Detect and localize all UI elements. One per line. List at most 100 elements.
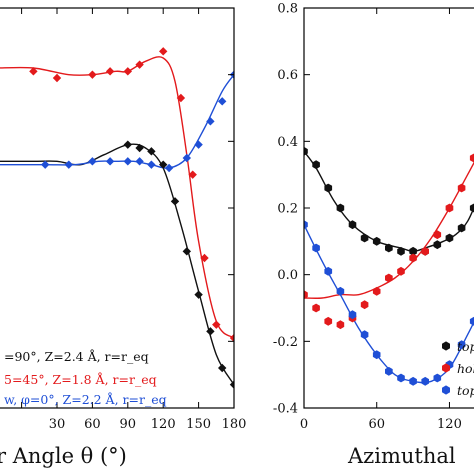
right-data-points xyxy=(304,146,474,386)
right-point-s2-4 xyxy=(348,310,357,320)
right-point-s2-13 xyxy=(457,340,466,350)
right-point-s2-2 xyxy=(324,266,333,276)
right-point-s1-2 xyxy=(324,316,333,326)
left-point-s0-3 xyxy=(159,160,168,169)
left-point-s2-10 xyxy=(206,117,215,126)
left-fit-curves xyxy=(0,56,234,386)
left-point-s2-1 xyxy=(64,160,73,169)
right-point-s0-8 xyxy=(397,246,405,256)
right-x-tick-label: 120 xyxy=(437,417,462,432)
legend-marker-0 xyxy=(442,341,450,351)
right-point-s1-11 xyxy=(433,230,442,240)
right-y-tick-label: -0.2 xyxy=(273,335,298,350)
right-point-s0-3 xyxy=(336,203,345,213)
right-point-s0-9 xyxy=(409,246,417,256)
legend-entry-red: 5=45°, Z=1.8 Å, r=r_eq xyxy=(4,372,157,387)
right-y-tick-label: 0.6 xyxy=(277,68,298,83)
left-fit-line-2 xyxy=(0,74,234,169)
left-point-s0-7 xyxy=(206,327,215,336)
right-point-s2-6 xyxy=(372,350,381,360)
left-point-s0-2 xyxy=(147,147,156,156)
right-point-s2-11 xyxy=(433,373,442,383)
right-point-s0-1 xyxy=(312,160,320,170)
right-point-s2-7 xyxy=(385,366,393,376)
right-y-tick-label: 0.2 xyxy=(277,202,298,217)
left-x-tick-label: 30 xyxy=(49,417,66,432)
right-point-s1-0 xyxy=(304,290,308,300)
right-point-s1-14 xyxy=(469,153,474,163)
left-point-s1-0 xyxy=(29,67,38,76)
left-x-tick-label: 90 xyxy=(120,417,137,432)
left-point-s2-9 xyxy=(194,140,203,149)
left-point-s2-8 xyxy=(182,153,191,163)
left-point-s0-4 xyxy=(170,197,180,206)
right-x-tick-label: 0 xyxy=(300,417,308,432)
right-point-s1-1 xyxy=(312,303,320,313)
left-point-s0-1 xyxy=(135,143,144,153)
left-point-s0-8 xyxy=(218,363,227,373)
left-x-axis-label: r Angle θ (°) xyxy=(0,444,127,468)
right-point-s0-11 xyxy=(433,240,442,250)
right-y-tick-label: 0.8 xyxy=(277,2,298,17)
right-y-tick-label: 0.0 xyxy=(277,268,298,283)
left-point-s1-6 xyxy=(159,47,168,56)
left-point-s2-4 xyxy=(123,157,132,166)
right-point-s0-4 xyxy=(348,220,357,230)
right-point-s0-14 xyxy=(469,203,474,213)
right-point-s0-13 xyxy=(457,223,466,233)
left-point-s0-9 xyxy=(229,380,234,389)
right-point-s2-10 xyxy=(421,376,429,386)
left-point-s1-9 xyxy=(200,253,209,263)
right-point-s0-2 xyxy=(324,183,333,193)
left-point-s1-10 xyxy=(212,320,221,329)
right-y-tick-label: 0.4 xyxy=(277,135,298,150)
legend-marker-1 xyxy=(442,363,450,373)
left-x-tick-label: 60 xyxy=(84,417,101,432)
legend-entry-hol-red: hol xyxy=(457,361,474,376)
left-point-s1-2 xyxy=(88,70,97,79)
left-x-ticks: 30 60 90 120 150 180 xyxy=(21,7,247,432)
right-fit-line-0 xyxy=(304,150,474,253)
left-legend: =90°, Z=2.4 Å, r=r_eq 5=45°, Z=1.8 Å, r=… xyxy=(4,349,167,407)
right-panel: 0 60 120 -0.4 -0.2 0.0 0.2 0.4 0.6 0.8 top hol t… xyxy=(273,2,474,468)
left-point-s0-0 xyxy=(123,140,132,149)
left-fit-line-1 xyxy=(0,56,234,339)
right-point-s1-5 xyxy=(360,300,369,310)
right-y-tick-label: -0.4 xyxy=(273,402,298,417)
right-point-s1-3 xyxy=(336,320,345,330)
left-point-s1-7 xyxy=(176,93,186,103)
left-point-s1-3 xyxy=(105,67,115,76)
right-point-s0-5 xyxy=(360,233,369,243)
left-x-tick-label: 150 xyxy=(186,417,211,432)
right-point-s1-7 xyxy=(385,273,393,283)
right-x-axis-label: Azimuthal xyxy=(347,444,456,468)
right-y-ticks: -0.4 -0.2 0.0 0.2 0.4 0.6 0.8 xyxy=(273,2,310,417)
left-point-s2-6 xyxy=(147,160,156,169)
left-point-s2-11 xyxy=(218,97,227,106)
left-point-s1-8 xyxy=(188,170,197,179)
legend-entry-top-blue: top xyxy=(457,383,474,398)
right-point-s2-1 xyxy=(312,243,320,253)
left-point-s2-5 xyxy=(135,157,144,166)
right-point-s2-5 xyxy=(360,330,369,340)
legend-marker-2 xyxy=(442,385,450,395)
left-point-s0-5 xyxy=(182,247,191,256)
right-point-s2-8 xyxy=(397,373,405,383)
legend-entry-black: =90°, Z=2.4 Å, r=r_eq xyxy=(4,349,149,364)
left-point-s2-2 xyxy=(88,157,97,166)
right-point-s1-12 xyxy=(445,203,454,213)
right-x-ticks: 0 60 120 xyxy=(300,8,462,432)
left-point-s1-4 xyxy=(123,67,132,76)
legend-entry-blue: w, φ=0°, Z=2.2 Å, r=r_eq xyxy=(4,392,167,407)
left-point-s2-0 xyxy=(41,160,50,169)
left-point-s1-11 xyxy=(229,333,234,343)
left-point-s2-3 xyxy=(105,157,115,166)
left-point-s1-5 xyxy=(135,60,144,69)
right-point-s1-13 xyxy=(457,183,466,193)
left-data-points xyxy=(29,47,234,389)
left-panel: 30 60 90 120 150 180 =90°, Z=2.4 Å, r=r_eq 5=… xyxy=(0,7,247,468)
left-x-tick-label: 180 xyxy=(222,417,247,432)
left-x-tick-label: 120 xyxy=(151,417,176,432)
right-x-tick-label: 60 xyxy=(368,417,385,432)
